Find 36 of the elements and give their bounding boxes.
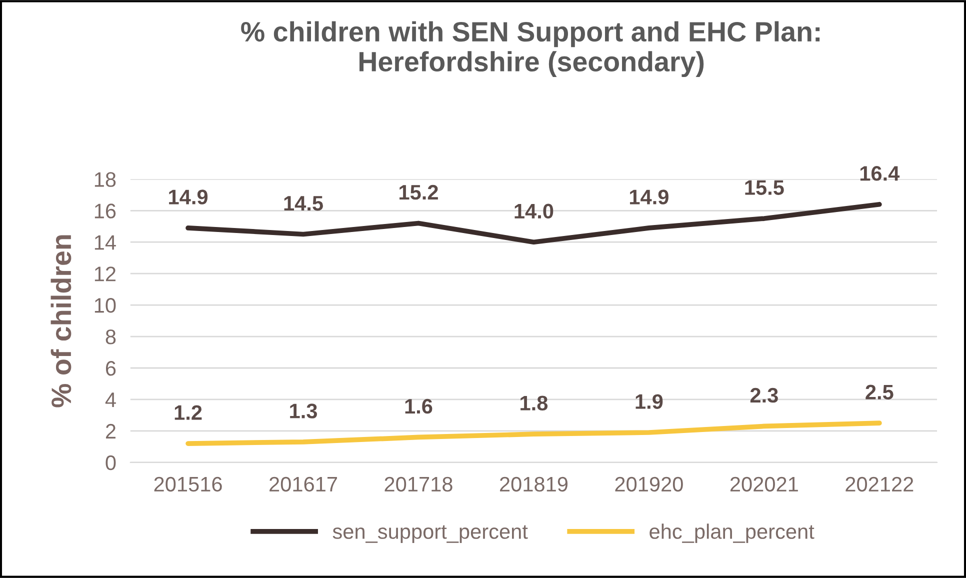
y-tick-label: 4 xyxy=(105,392,116,408)
data-label: 14.9 xyxy=(630,190,668,204)
x-tick-label: 201617 xyxy=(270,476,337,492)
x-tick-label: 201819 xyxy=(500,476,568,492)
y-tick-label: 10 xyxy=(94,298,116,313)
x-tick-label: 201516 xyxy=(154,476,222,492)
line-series xyxy=(186,420,882,446)
y-tick-label: 16 xyxy=(94,204,116,218)
legend-label: sen_support_percent xyxy=(332,525,528,544)
data-label: 16.4 xyxy=(860,166,900,181)
y-tick-label: 0 xyxy=(106,455,116,470)
x-tick-label: 201718 xyxy=(384,476,452,492)
data-label: 15.2 xyxy=(400,184,438,200)
y-tick-label: 6 xyxy=(106,360,116,376)
data-label: 1.6 xyxy=(405,398,432,414)
y-tick-label: 8 xyxy=(106,330,116,344)
y-tick-label: 18 xyxy=(94,172,116,187)
y-tick-label: 12 xyxy=(94,266,116,282)
data-label: 14.5 xyxy=(284,196,323,211)
y-tick-label: 14 xyxy=(94,235,116,250)
data-label: 1.2 xyxy=(174,405,202,420)
data-label: 1.3 xyxy=(290,404,317,418)
y-axis-title: % of children xyxy=(50,235,72,408)
x-tick-label: 201920 xyxy=(615,476,683,492)
data-label: 14.0 xyxy=(514,204,554,219)
data-label: 1.9 xyxy=(636,394,663,409)
data-label: 14.9 xyxy=(169,190,208,204)
data-label: 2.3 xyxy=(750,388,778,403)
data-label: 2.5 xyxy=(866,384,894,400)
x-tick-label: 202122 xyxy=(846,476,914,492)
chart-title: % children with SEN Support and EHC Plan: Herefordshire (secondary) xyxy=(241,21,820,78)
data-label: 15.5 xyxy=(745,180,784,195)
legend-label: ehc_plan_percent xyxy=(650,524,814,544)
y-tick-label: 2 xyxy=(106,424,116,438)
data-label: 1.8 xyxy=(520,396,548,411)
x-tick-label: 202021 xyxy=(730,476,798,492)
